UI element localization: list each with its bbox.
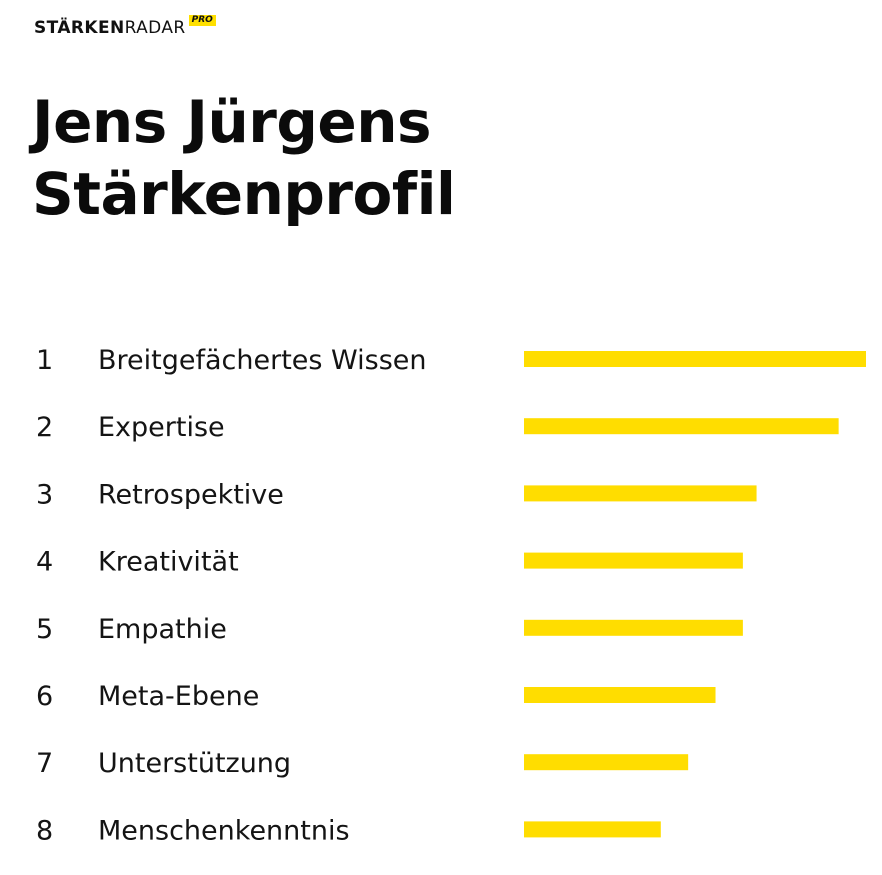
strength-label: Retrospektive — [98, 479, 284, 510]
pro-badge: PRO — [188, 15, 216, 26]
strength-bar — [524, 687, 716, 703]
rank-number: 4 — [36, 547, 53, 578]
rank-number: 2 — [36, 412, 53, 443]
title-line-profile: Stärkenprofil — [32, 160, 456, 228]
strength-bar — [524, 418, 839, 435]
strength-label: Expertise — [98, 412, 225, 443]
brand-name-light: RADAR — [124, 18, 186, 38]
rank-number: 1 — [36, 345, 53, 376]
rank-number: 5 — [36, 614, 53, 645]
strength-label: Breitgefächertes Wissen — [98, 345, 427, 376]
rank-number: 6 — [36, 681, 53, 712]
strength-label: Meta-Ebene — [98, 681, 259, 712]
strength-bar — [524, 821, 661, 838]
strength-label: Kreativität — [98, 547, 239, 578]
rank-number: 7 — [36, 748, 53, 779]
rank-number: 3 — [36, 479, 53, 510]
strength-bar — [524, 485, 757, 502]
strength-label: Empathie — [98, 614, 227, 645]
brand-name-bold: STÄRKEN — [34, 18, 125, 38]
strength-bar — [524, 619, 743, 636]
brand-logo: STÄRKEN RADAR PRO — [34, 15, 216, 41]
strength-label: Menschenkenntnis — [98, 815, 350, 846]
strength-bar — [524, 754, 689, 771]
rank-number: 8 — [36, 815, 53, 846]
strength-bar — [524, 552, 743, 569]
title-line-name: Jens Jürgens — [32, 88, 432, 156]
strength-bar — [524, 351, 866, 367]
strength-label: Unterstützung — [98, 748, 291, 779]
page-title: Jens Jürgens Stärkenprofil — [32, 86, 456, 230]
